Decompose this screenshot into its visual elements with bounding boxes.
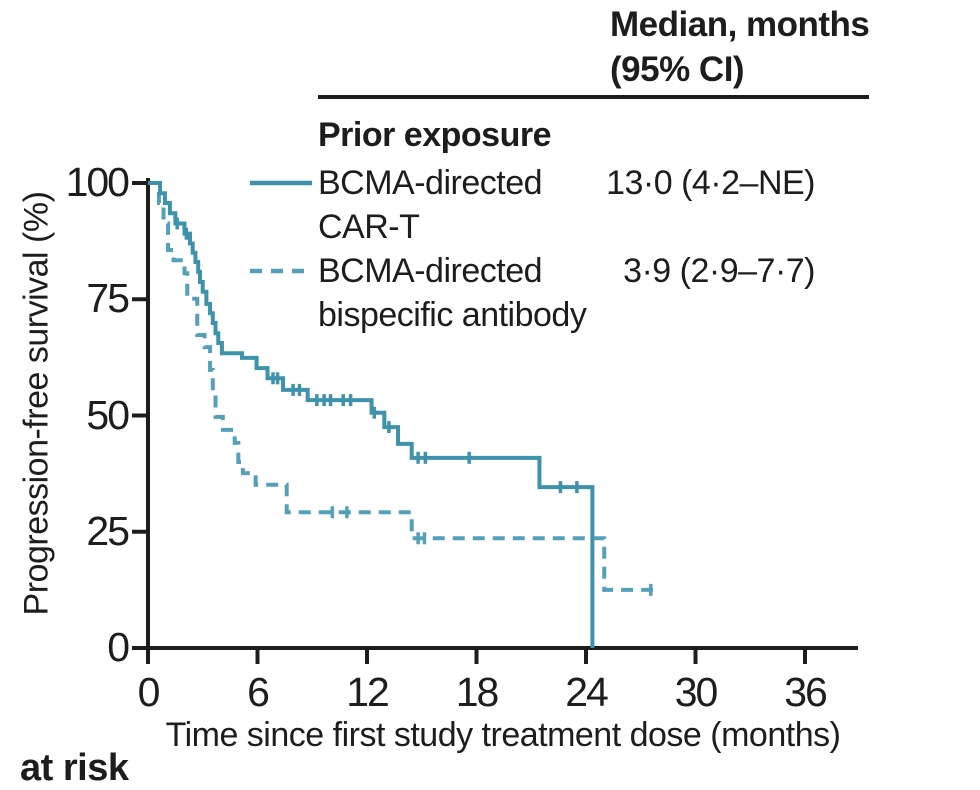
legend-label-line: CAR-T [318,208,420,246]
x-tick-label: 30 [674,669,719,715]
legend-dashed-line-swatch [250,268,312,274]
legend-label-line: bispecific antibody [318,296,587,334]
y-axis-title: Progression-free survival (%) [17,191,56,616]
y-tick-label: 75 [86,275,130,322]
km-plot-svg [132,178,858,664]
x-axis-title: Time since first study treatment dose (m… [165,716,841,754]
km-curve-solid [148,181,595,648]
legend-label-bispecific: BCMA-directed bispecific antibody [318,249,587,337]
x-tick-label: 24 [565,669,609,715]
x-tick-label: 36 [784,669,828,715]
clipped-bottom-text: at risk [20,747,129,789]
median-header-line1: Median, months [610,5,870,44]
x-tick-label: 0 [137,669,161,715]
y-tick-label: 0 [107,624,130,670]
kaplan-meier-figure: Progression-free survival (%) 100 75 50 25 0… [17,2,870,789]
km-curve-dashed [148,181,654,592]
legend-median-car-t: 13·0 (4·2–NE) [606,164,815,202]
y-tick-label: 100 [65,159,130,205]
legend-group-title: Prior exposure [318,116,551,154]
median-column-header: Median, months (95% CI) [610,2,870,92]
x-tick-label: 6 [247,669,270,715]
legend-label-car-t: BCMA-directed CAR-T [318,161,543,249]
y-tick-label: 25 [86,507,130,554]
legend-table-rule [318,95,869,99]
legend-solid-line-swatch [250,180,312,186]
x-tick-label: 12 [346,669,390,715]
median-header-line2: (95% CI) [610,50,745,89]
y-tick-label: 50 [86,391,130,438]
x-tick-label: 18 [455,669,500,715]
legend-label-line: BCMA-directed [318,164,543,202]
legend-median-bispecific: 3·9 (2·9–7·7) [623,252,815,290]
legend-label-line: BCMA-directed [318,252,543,290]
